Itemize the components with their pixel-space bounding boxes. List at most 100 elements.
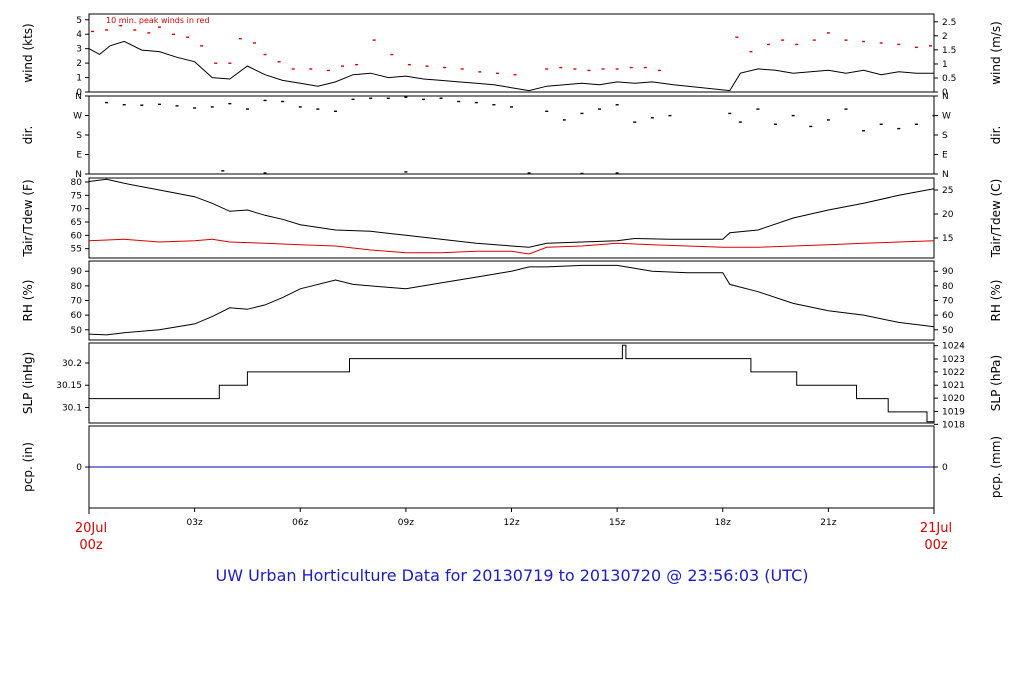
peak-wind-mark <box>443 66 447 69</box>
right-tick-label: 15 <box>942 234 953 244</box>
wind-dir-mark <box>157 103 161 106</box>
chart-caption: UW Urban Horticulture Data for 20130719 … <box>215 566 809 585</box>
left-tick-label: 5 <box>76 16 82 26</box>
right-tick-label: 70 <box>942 297 954 307</box>
peak-wind-mark <box>119 24 123 27</box>
wind-dir-mark <box>386 97 390 99</box>
left-tick-label: W <box>73 112 82 122</box>
peak-wind-mark <box>826 32 830 34</box>
left-tick-label: 90 <box>71 267 83 277</box>
wind-dir-mark <box>316 108 320 110</box>
peak-wind-mark <box>372 39 376 41</box>
wind-dir-mark <box>228 102 232 105</box>
peak-wind-mark <box>355 63 359 66</box>
wind-dir-mark <box>598 108 602 110</box>
left-tick-label: 60 <box>71 311 83 321</box>
left-tick-label: 50 <box>71 326 83 336</box>
right-tick-label: 2 <box>942 32 948 42</box>
panel-1: 0 1 2 3 4 5 0 0.5 1 1.5 2 2.5 wind (kts) wind (m/s) 10… <box>21 13 1003 98</box>
right-tick-label: 2.5 <box>942 18 956 28</box>
panel-data <box>89 24 934 92</box>
peak-wind-mark <box>133 29 137 31</box>
x-tick-label: 09z <box>398 518 414 528</box>
right-tick-label: 1024 <box>942 342 965 352</box>
wind-dir-mark <box>615 104 619 106</box>
peak-wind-mark <box>263 53 267 56</box>
wind-dir-mark <box>932 114 934 117</box>
right-tick-label: 80 <box>942 282 954 292</box>
left-tick-label: 3 <box>76 45 82 55</box>
right-tick-label: N <box>942 170 949 180</box>
y-axis-label-right: RH (%) <box>989 280 1003 322</box>
wind-dir-mark <box>633 121 637 123</box>
wind-dir-mark <box>545 110 549 112</box>
wind-dir-mark <box>221 170 225 172</box>
left-tick-label: 60 <box>71 231 83 241</box>
panel-data <box>89 178 934 255</box>
wind-dir-mark <box>105 101 109 104</box>
wind-dir-mark <box>879 123 883 125</box>
series-line-1 <box>89 344 934 423</box>
peak-wind-mark <box>844 39 848 41</box>
wind-dir-mark <box>263 172 267 174</box>
start-date-label: 20Jul <box>75 521 107 536</box>
wind-dir-mark <box>510 106 513 108</box>
left-tick-label: 0 <box>76 463 82 473</box>
wind-dir-mark <box>774 123 778 125</box>
wind-dir-mark <box>193 107 197 109</box>
right-tick-label: N <box>942 92 949 102</box>
peak-wind-mark <box>643 66 647 69</box>
peak-wind-mark <box>735 36 739 38</box>
left-tick-label: 80 <box>71 178 83 188</box>
wind-dir-mark <box>897 127 901 130</box>
left-tick-label: 30.15 <box>56 381 82 391</box>
right-tick-label: S <box>942 131 948 141</box>
wind-dir-mark <box>668 114 672 117</box>
y-axis-label-left: wind (kts) <box>21 23 35 82</box>
panel-frame <box>88 260 935 341</box>
left-tick-label: 80 <box>71 282 83 292</box>
wind-dir-mark <box>580 172 584 174</box>
right-tick-label: 1 <box>942 60 948 70</box>
peak-wind-mark <box>228 62 232 64</box>
peak-wind-mark <box>390 53 394 56</box>
peak-wind-mark <box>214 62 218 64</box>
series-line-1 <box>89 264 934 336</box>
left-tick-label: 70 <box>71 205 83 215</box>
x-tick-label: 18z <box>715 518 731 528</box>
right-tick-label: 0.5 <box>942 74 956 84</box>
peak-wind-mark <box>277 61 281 63</box>
y-axis-label-right: dir. <box>989 126 1003 145</box>
wind-dir-mark <box>650 117 654 119</box>
left-tick-label: 70 <box>71 297 83 307</box>
left-tick-label: 30.1 <box>62 403 82 413</box>
x-tick-label: 03z <box>187 518 203 528</box>
wind-dir-mark <box>369 97 373 99</box>
peak-wind-mark <box>407 63 411 66</box>
peak-wind-mark <box>309 68 313 70</box>
right-tick-label: 20 <box>942 210 954 220</box>
peak-wind-mark <box>91 30 95 33</box>
peak-wind-mark <box>795 43 799 46</box>
peak-wind-mark <box>186 36 190 38</box>
series-line-1 <box>89 40 934 92</box>
wind-dir-mark <box>122 104 126 106</box>
wind-dir-mark <box>421 98 425 101</box>
x-tick-label: 15z <box>609 518 625 528</box>
left-tick-label: 30.2 <box>62 359 82 369</box>
y-axis-label-right: wind (m/s) <box>989 21 1003 85</box>
left-tick-label: 55 <box>71 245 82 255</box>
y-axis-label-left: pcp. (in) <box>21 442 35 492</box>
right-tick-label: 1023 <box>942 355 965 365</box>
wind-dir-mark <box>562 119 566 121</box>
wind-dir-mark <box>728 112 732 115</box>
peak-wind-mark <box>615 68 619 70</box>
peak-wind-note: 10 min. peak winds in red <box>106 16 210 25</box>
right-tick-label: E <box>942 151 948 161</box>
end-date-label: 21Jul <box>920 521 952 536</box>
right-tick-label: 1018 <box>942 420 965 430</box>
peak-wind-mark <box>897 43 901 46</box>
left-tick-label: N <box>75 170 82 180</box>
